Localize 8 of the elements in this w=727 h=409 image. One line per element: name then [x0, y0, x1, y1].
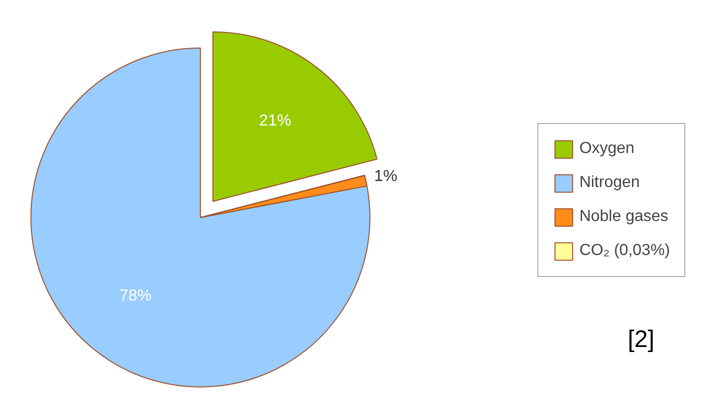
text: [2] [628, 326, 654, 354]
data-label: 1% [374, 168, 398, 185]
legend-label: Nitrogen [579, 174, 640, 192]
data-label: 78% [120, 287, 152, 304]
legend-label: Oxygen [579, 140, 634, 158]
legend-label: CO₂ (0,03%) [579, 242, 670, 260]
data-label: 21% [259, 112, 292, 130]
legend-label: Noble gases [579, 208, 668, 226]
